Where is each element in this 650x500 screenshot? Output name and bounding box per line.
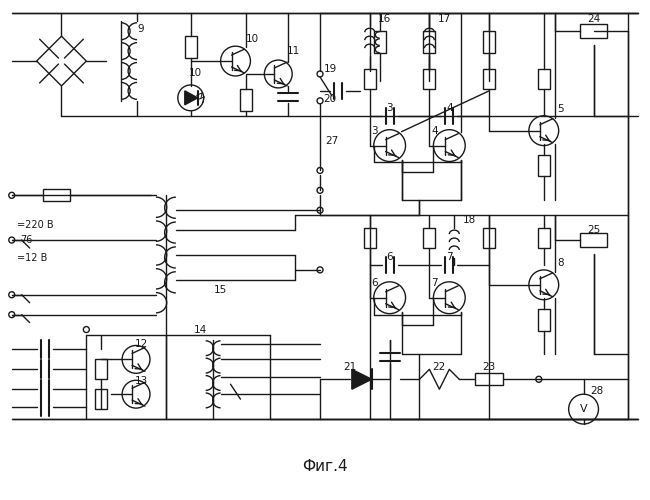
Bar bbox=[96, 389, 107, 409]
Text: 16: 16 bbox=[378, 14, 391, 24]
Bar bbox=[483, 228, 495, 248]
Bar bbox=[374, 31, 385, 53]
Bar bbox=[423, 31, 436, 53]
Text: 76: 76 bbox=[20, 235, 32, 245]
Text: 6: 6 bbox=[386, 252, 393, 262]
Text: 18: 18 bbox=[463, 215, 476, 225]
Bar bbox=[43, 190, 70, 202]
Text: 10: 10 bbox=[189, 68, 202, 78]
Text: 4: 4 bbox=[446, 103, 452, 113]
Text: 7: 7 bbox=[431, 278, 437, 288]
Bar bbox=[538, 228, 550, 248]
Bar bbox=[538, 154, 550, 176]
Text: Фиг.4: Фиг.4 bbox=[302, 460, 348, 474]
Bar bbox=[538, 308, 550, 330]
Text: 11: 11 bbox=[287, 46, 300, 56]
Text: 25: 25 bbox=[587, 225, 600, 235]
Polygon shape bbox=[185, 91, 198, 105]
Text: =12 B: =12 B bbox=[17, 253, 47, 263]
Bar bbox=[423, 69, 436, 89]
Bar bbox=[364, 69, 376, 89]
Text: 9: 9 bbox=[138, 24, 144, 34]
Text: 6: 6 bbox=[371, 278, 378, 288]
Polygon shape bbox=[352, 370, 372, 389]
Bar bbox=[483, 31, 495, 53]
Text: 21: 21 bbox=[343, 362, 356, 372]
Bar bbox=[96, 360, 107, 380]
Bar bbox=[240, 89, 252, 111]
Text: 24: 24 bbox=[587, 14, 600, 24]
Text: 15: 15 bbox=[214, 285, 228, 295]
Text: 10: 10 bbox=[246, 34, 259, 44]
Text: 3: 3 bbox=[371, 126, 378, 136]
Text: 8: 8 bbox=[557, 258, 564, 268]
Bar bbox=[538, 69, 550, 89]
Text: V: V bbox=[580, 404, 588, 414]
Bar bbox=[475, 374, 503, 385]
Text: 27: 27 bbox=[326, 136, 339, 145]
Text: 19: 19 bbox=[323, 64, 337, 74]
Text: 4: 4 bbox=[431, 126, 437, 136]
Text: 22: 22 bbox=[433, 362, 446, 372]
Text: 17: 17 bbox=[437, 14, 451, 24]
Text: 7: 7 bbox=[446, 252, 452, 262]
Text: 28: 28 bbox=[590, 386, 603, 396]
Text: 3: 3 bbox=[386, 103, 393, 113]
Text: 13: 13 bbox=[135, 376, 148, 386]
Bar bbox=[423, 228, 436, 248]
Text: 12: 12 bbox=[135, 340, 148, 349]
Bar bbox=[364, 228, 376, 248]
Bar bbox=[483, 69, 495, 89]
Bar bbox=[580, 233, 607, 247]
Text: =220 B: =220 B bbox=[17, 220, 53, 230]
Text: 5: 5 bbox=[557, 104, 564, 114]
Text: 23: 23 bbox=[482, 362, 496, 372]
Bar bbox=[580, 24, 607, 38]
Bar bbox=[185, 36, 197, 58]
Text: 14: 14 bbox=[194, 324, 207, 334]
Text: 20: 20 bbox=[324, 94, 337, 104]
